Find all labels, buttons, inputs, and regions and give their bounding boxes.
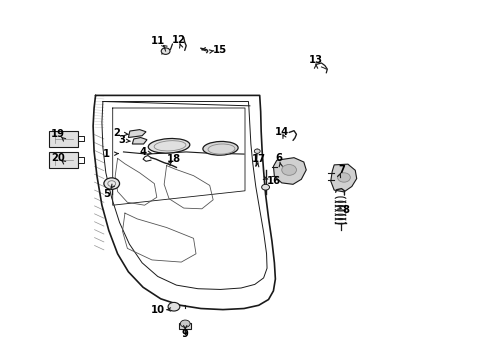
Text: 6: 6: [276, 153, 283, 163]
Text: 10: 10: [151, 305, 165, 315]
Text: 4: 4: [140, 147, 147, 157]
Circle shape: [282, 165, 296, 175]
Bar: [49, 131, 78, 147]
Text: 17: 17: [252, 154, 266, 164]
Polygon shape: [128, 130, 146, 138]
Circle shape: [104, 178, 120, 189]
Text: 5: 5: [103, 189, 110, 199]
Text: 11: 11: [150, 36, 165, 46]
Text: 14: 14: [274, 127, 289, 138]
Text: 16: 16: [267, 176, 280, 186]
Text: 3: 3: [118, 135, 125, 145]
Circle shape: [180, 320, 190, 327]
Ellipse shape: [148, 139, 190, 153]
Polygon shape: [273, 158, 306, 184]
Text: 7: 7: [339, 165, 345, 175]
Text: 15: 15: [213, 45, 226, 55]
Text: 1: 1: [103, 149, 110, 159]
Text: 18: 18: [167, 154, 181, 164]
Text: 13: 13: [309, 55, 323, 66]
Ellipse shape: [203, 141, 238, 155]
Text: 19: 19: [51, 129, 65, 139]
Polygon shape: [132, 138, 147, 144]
Circle shape: [161, 48, 170, 54]
Polygon shape: [331, 164, 357, 192]
Text: 2: 2: [113, 128, 120, 138]
Circle shape: [262, 184, 270, 190]
Bar: [49, 152, 78, 168]
Bar: [179, 323, 191, 329]
Text: 9: 9: [182, 329, 189, 339]
Circle shape: [338, 173, 350, 182]
Text: 8: 8: [343, 204, 349, 215]
Circle shape: [168, 302, 180, 311]
Text: 20: 20: [51, 153, 65, 163]
Circle shape: [254, 149, 260, 153]
Text: 12: 12: [172, 35, 186, 45]
